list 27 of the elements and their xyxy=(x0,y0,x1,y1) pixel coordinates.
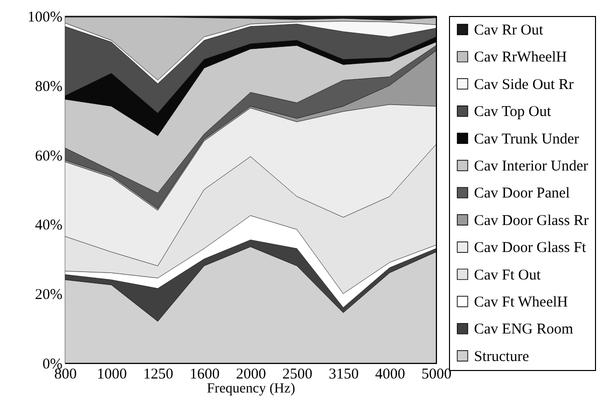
y-tick-label: 80% xyxy=(35,78,62,95)
legend-label: Cav Door Panel xyxy=(474,186,570,202)
x-tick-label: 2500 xyxy=(282,366,312,382)
legend-label: Cav Top Out xyxy=(474,104,552,120)
legend-label: Cav Ft WheelH xyxy=(474,294,568,310)
legend-label: Cav Interior Under xyxy=(474,158,588,174)
legend-label: Cav Door Glass Rr xyxy=(474,212,589,229)
x-axis-title: Frequency (Hz) xyxy=(206,382,296,396)
x-tick-label: 1250 xyxy=(143,366,174,382)
x-tick-label: 4000 xyxy=(375,366,406,382)
legend-label: Cav Door Glass Ft xyxy=(474,240,587,256)
y-tick-label: 20% xyxy=(35,287,62,304)
legend-label: Structure xyxy=(474,348,530,365)
x-tick-label: 3150 xyxy=(328,366,359,382)
x-tick-label: 1600 xyxy=(190,366,220,382)
legend-label: Cav Side Out Rr xyxy=(474,76,574,93)
x-tick-label: 5000 xyxy=(422,366,452,382)
x-tick-label: 2000 xyxy=(236,366,266,382)
legend-label: Cav ENG Room xyxy=(474,322,574,338)
x-tick-label: 1000 xyxy=(96,366,127,382)
legend-label: Cav Rr Out xyxy=(474,22,544,38)
legend-label: Cav Ft Out xyxy=(474,267,542,284)
y-tick-label: 40% xyxy=(35,218,62,234)
legend-label: Cav Trunk Under xyxy=(474,131,580,148)
y-tick-label: 100% xyxy=(28,10,62,26)
legend-label: Cav RrWheelH xyxy=(474,50,568,66)
y-tick-label: 60% xyxy=(35,148,62,164)
